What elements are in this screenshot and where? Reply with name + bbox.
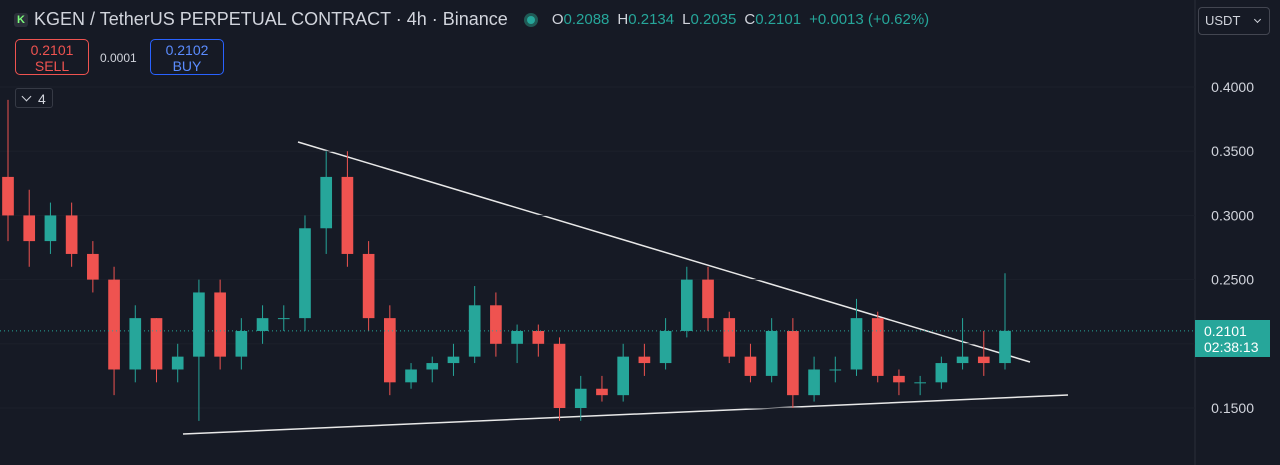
candle-body <box>596 388 608 396</box>
indicators-toggle[interactable]: 4 <box>15 88 53 108</box>
candle-body <box>362 253 375 319</box>
candle-body <box>468 305 481 357</box>
candle-body <box>256 318 269 331</box>
y-tick-label: 0.4000 <box>1211 79 1254 95</box>
candle-body <box>893 375 905 383</box>
candle-body <box>702 279 714 319</box>
ohlc-value: 0.2088 <box>563 11 610 28</box>
buy-label: BUY <box>172 58 202 74</box>
candle-body <box>87 253 99 280</box>
candle-body <box>659 330 672 364</box>
symbol-logo: K <box>14 12 28 27</box>
candle-body <box>65 215 78 254</box>
candle-body <box>977 356 990 364</box>
price-tag: 0.2101 02:38:13 <box>1195 319 1270 357</box>
candle-body <box>914 382 926 384</box>
ohlc-change: +0.0013 (+0.62%) <box>809 11 930 28</box>
market-status <box>523 12 538 27</box>
candle-body <box>638 356 651 364</box>
candle-body <box>447 356 460 364</box>
candle-body <box>383 318 396 383</box>
candle-body <box>171 356 184 370</box>
last-price: 0.2101 <box>1204 322 1247 339</box>
candle-body <box>680 279 693 331</box>
candle-body <box>871 318 884 376</box>
candle-body <box>956 356 969 364</box>
candle-body <box>723 318 736 357</box>
candle-body <box>935 363 948 383</box>
ohlc-key: H <box>617 11 629 28</box>
sell-price: 0.2101 <box>30 42 74 58</box>
buy-price: 0.2102 <box>165 42 209 58</box>
candle-body <box>299 228 311 319</box>
sell-label: SELL <box>34 58 70 74</box>
candle-body <box>44 215 57 242</box>
symbol-title[interactable]: KGEN / TetherUS PERPETUAL CONTRACT · 4h … <box>34 9 508 29</box>
ohlc-values: O0.2088 H0.2134 L0.2035 C0.2101 +0.0013 (+0.… <box>552 11 929 28</box>
candle-body <box>787 330 799 396</box>
candle-body <box>23 215 36 242</box>
candle-body <box>765 330 778 376</box>
trend-line-lower <box>182 394 1069 435</box>
y-tick-label: 0.2500 <box>1211 272 1254 288</box>
candle-body <box>511 330 523 344</box>
sell-button[interactable]: 0.2101 SELL <box>15 39 89 75</box>
ohlc-value: 0.2035 <box>690 11 737 28</box>
y-tick-label: 0.3000 <box>1211 207 1254 223</box>
ohlc-key: O <box>551 11 564 28</box>
candle-body <box>108 279 120 370</box>
countdown: 02:38:13 <box>1204 338 1259 355</box>
candle-body <box>2 176 14 216</box>
ohlc-value: 0.2134 <box>628 11 675 28</box>
ohlc-value: 0.2101 <box>755 11 802 28</box>
candle-body <box>320 176 333 229</box>
candle-body <box>193 292 205 357</box>
candle-body <box>235 330 248 357</box>
currency-select[interactable]: USDT <box>1198 7 1270 35</box>
candle-body <box>829 369 842 371</box>
candle-body <box>150 318 163 370</box>
candle-body <box>426 363 439 370</box>
candle-body <box>405 369 417 383</box>
candle-body <box>999 330 1011 364</box>
candle-body <box>214 292 226 357</box>
candle-body <box>532 330 545 344</box>
candle-body <box>490 305 502 344</box>
spread: 0.0001 <box>100 51 137 65</box>
trend-line-upper <box>297 141 1031 363</box>
candle-body <box>553 343 566 408</box>
candle-body <box>574 388 587 408</box>
candle-body <box>808 369 820 396</box>
buy-button[interactable]: 0.2102 BUY <box>150 39 224 75</box>
candle-body <box>277 318 290 320</box>
candle-body <box>744 356 757 376</box>
ohlc-key: C <box>744 11 756 28</box>
candle-body <box>850 318 863 370</box>
candle-body <box>617 356 630 396</box>
ohlc-key: L <box>682 11 691 28</box>
symbol-header: K KGEN / TetherUS PERPETUAL CONTRACT · 4… <box>14 9 929 30</box>
candle-body <box>341 176 354 254</box>
y-tick-label: 0.1500 <box>1211 400 1254 416</box>
candle-body <box>129 318 142 370</box>
y-tick-label: 0.3500 <box>1211 143 1254 159</box>
